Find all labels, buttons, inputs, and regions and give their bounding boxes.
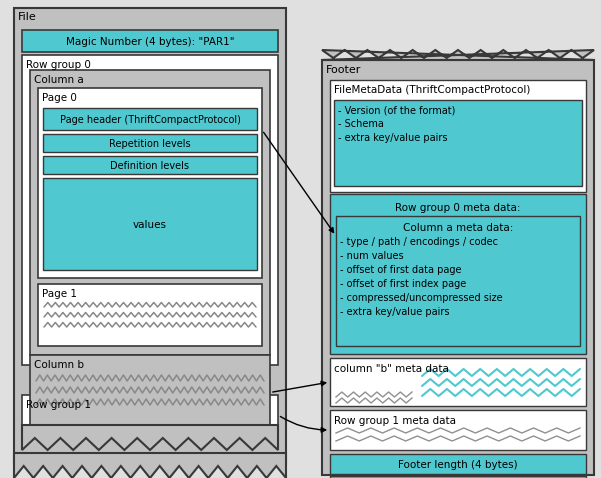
- Text: FileMetaData (ThriftCompactProtocol): FileMetaData (ThriftCompactProtocol): [334, 85, 530, 95]
- Text: values: values: [133, 220, 167, 230]
- Text: - Schema: - Schema: [338, 119, 384, 129]
- Bar: [330, 476, 586, 478]
- Bar: [322, 60, 594, 475]
- Bar: [14, 8, 286, 463]
- Text: - extra key/value pairs: - extra key/value pairs: [338, 133, 448, 143]
- Bar: [38, 88, 262, 278]
- Text: Row group 1: Row group 1: [26, 400, 91, 410]
- Bar: [30, 355, 270, 430]
- Text: Column a meta data:: Column a meta data:: [403, 223, 513, 233]
- Bar: [43, 108, 257, 130]
- Text: Column b: Column b: [34, 360, 84, 370]
- Text: - compressed/uncompressed size: - compressed/uncompressed size: [340, 293, 502, 303]
- Bar: [334, 100, 582, 186]
- Bar: [330, 194, 586, 354]
- Bar: [38, 284, 262, 346]
- Bar: [330, 80, 586, 192]
- Bar: [43, 156, 257, 174]
- Bar: [22, 30, 278, 52]
- Text: - type / path / encodings / codec: - type / path / encodings / codec: [340, 237, 498, 247]
- Bar: [22, 395, 278, 435]
- Bar: [330, 454, 586, 474]
- Text: Footer: Footer: [326, 65, 361, 75]
- Text: Row group 1 meta data: Row group 1 meta data: [334, 416, 456, 426]
- Bar: [43, 134, 257, 152]
- Text: - offset of first index page: - offset of first index page: [340, 279, 466, 289]
- Polygon shape: [22, 425, 278, 450]
- Text: Footer length (4 bytes): Footer length (4 bytes): [398, 460, 518, 470]
- Text: - num values: - num values: [340, 251, 404, 261]
- Text: Definition levels: Definition levels: [111, 161, 189, 171]
- Text: Page 1: Page 1: [42, 289, 77, 299]
- Bar: [30, 70, 270, 355]
- Bar: [330, 358, 586, 406]
- Text: - offset of first data page: - offset of first data page: [340, 265, 462, 275]
- Text: Repetition levels: Repetition levels: [109, 139, 191, 149]
- Text: - Version (of the format): - Version (of the format): [338, 105, 456, 115]
- Text: column "b" meta data: column "b" meta data: [334, 364, 449, 374]
- Polygon shape: [14, 453, 286, 478]
- Text: - extra key/value pairs: - extra key/value pairs: [340, 307, 450, 317]
- Text: Row group 0 meta data:: Row group 0 meta data:: [395, 203, 520, 213]
- Bar: [43, 178, 257, 270]
- Text: Magic Number (4 bytes): "PAR1": Magic Number (4 bytes): "PAR1": [66, 37, 234, 47]
- Text: Page header (ThriftCompactProtocol): Page header (ThriftCompactProtocol): [59, 115, 240, 125]
- Text: Column a: Column a: [34, 75, 84, 85]
- Text: Row group 0: Row group 0: [26, 60, 91, 70]
- Polygon shape: [322, 50, 594, 60]
- Text: File: File: [18, 12, 37, 22]
- Bar: [330, 410, 586, 450]
- Bar: [336, 216, 580, 346]
- Bar: [22, 55, 278, 365]
- Text: Page 0: Page 0: [42, 93, 77, 103]
